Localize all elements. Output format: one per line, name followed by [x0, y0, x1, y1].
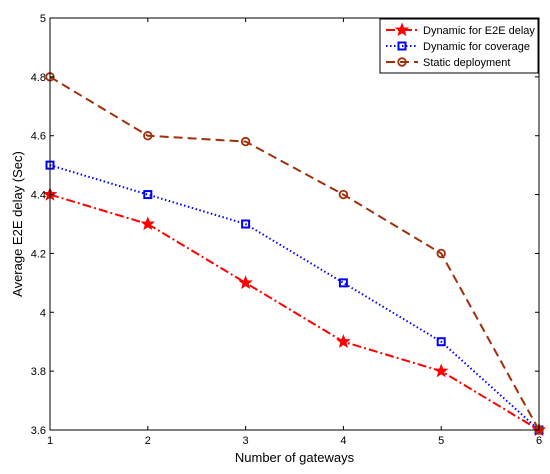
series-2 — [45, 160, 544, 435]
series-line — [49, 164, 540, 431]
y-axis-label: Average E2E delay (Sec) — [10, 151, 25, 297]
x-tick-label: 2 — [145, 435, 151, 447]
y-tick-label: 4.2 — [31, 248, 46, 260]
data-point — [436, 337, 446, 347]
data-point — [336, 334, 351, 348]
y-tick-label: 3.6 — [31, 425, 46, 437]
data-point — [433, 363, 449, 378]
x-tick-label: 1 — [47, 435, 53, 447]
data-point — [140, 216, 156, 231]
x-axis-label: Number of gateways — [235, 450, 355, 465]
x-tick-label: 4 — [340, 435, 346, 447]
x-tick-label: 6 — [536, 435, 542, 447]
y-tick-label: 4.8 — [31, 72, 46, 84]
y-tick-label: 4 — [40, 307, 46, 319]
x-tick-label: 5 — [438, 435, 444, 447]
legend-marker — [397, 57, 407, 67]
legend: Dynamic for E2E delay Dynamic for coverag… — [379, 18, 539, 74]
data-point — [241, 219, 251, 229]
x-tick-label: 3 — [243, 435, 249, 447]
data-point — [143, 190, 153, 200]
legend-label: Static deployment — [423, 57, 510, 69]
series-1 — [42, 186, 547, 437]
data-point — [338, 189, 349, 200]
data-point — [143, 131, 153, 141]
legend-marker — [397, 41, 407, 51]
plot-area-frame — [49, 17, 540, 431]
y-tick-label: 3.8 — [31, 366, 46, 378]
legend-label: Dynamic for coverage — [423, 41, 530, 53]
legend-item: Static deployment — [386, 57, 510, 69]
y-tick-label: 4.4 — [31, 190, 46, 202]
legend-item: Dynamic for E2E delay — [386, 22, 535, 37]
y-tick-label: 4.6 — [31, 131, 46, 143]
series-line — [49, 76, 540, 431]
data-point — [238, 275, 253, 290]
legend-marker — [394, 22, 410, 37]
data-point — [338, 278, 348, 288]
data-point — [240, 136, 251, 147]
y-tick-label: 5 — [40, 13, 46, 25]
legend-item: Dynamic for coverage — [386, 41, 530, 53]
legend-label: Dynamic for E2E delay — [423, 25, 535, 37]
series-line — [49, 193, 540, 431]
data-point — [436, 248, 446, 259]
